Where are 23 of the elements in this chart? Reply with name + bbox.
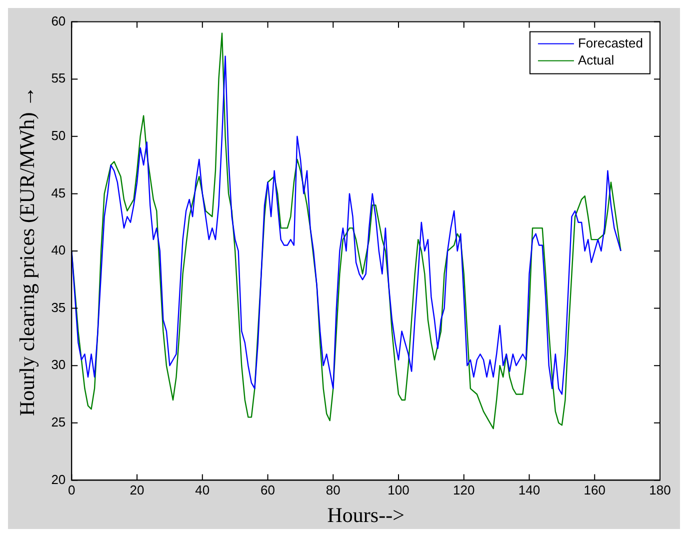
x-tick-label: 0 xyxy=(68,482,76,498)
y-tick-label: 35 xyxy=(51,300,66,315)
x-axis-title: Hours--> xyxy=(327,502,404,527)
y-tick-label: 30 xyxy=(51,357,66,372)
legend-label: Actual xyxy=(578,52,614,68)
x-tick-label: 60 xyxy=(260,482,276,498)
x-tick-label: 80 xyxy=(326,482,340,498)
y-tick-label: 20 xyxy=(51,472,66,487)
y-tick-label: 25 xyxy=(51,414,66,430)
legend-label: Forecasted xyxy=(578,35,644,50)
y-tick-label: 45 xyxy=(51,185,66,200)
x-tick-label: 140 xyxy=(518,482,540,498)
y-tick-label: 50 xyxy=(51,128,66,143)
x-tick-label: 100 xyxy=(388,482,410,498)
y-tick-label: 40 xyxy=(51,242,66,258)
y-axis-title: Hourly clearing prices (EUR/MWh) → xyxy=(15,86,40,416)
x-tick-label: 120 xyxy=(453,482,475,498)
y-tick-label: 55 xyxy=(51,70,66,86)
x-tick-label: 180 xyxy=(649,482,671,498)
x-tick-label: 160 xyxy=(584,482,606,498)
y-tick-label: 60 xyxy=(51,13,66,28)
x-tick-label: 20 xyxy=(130,482,144,498)
x-tick-label: 40 xyxy=(195,482,210,498)
